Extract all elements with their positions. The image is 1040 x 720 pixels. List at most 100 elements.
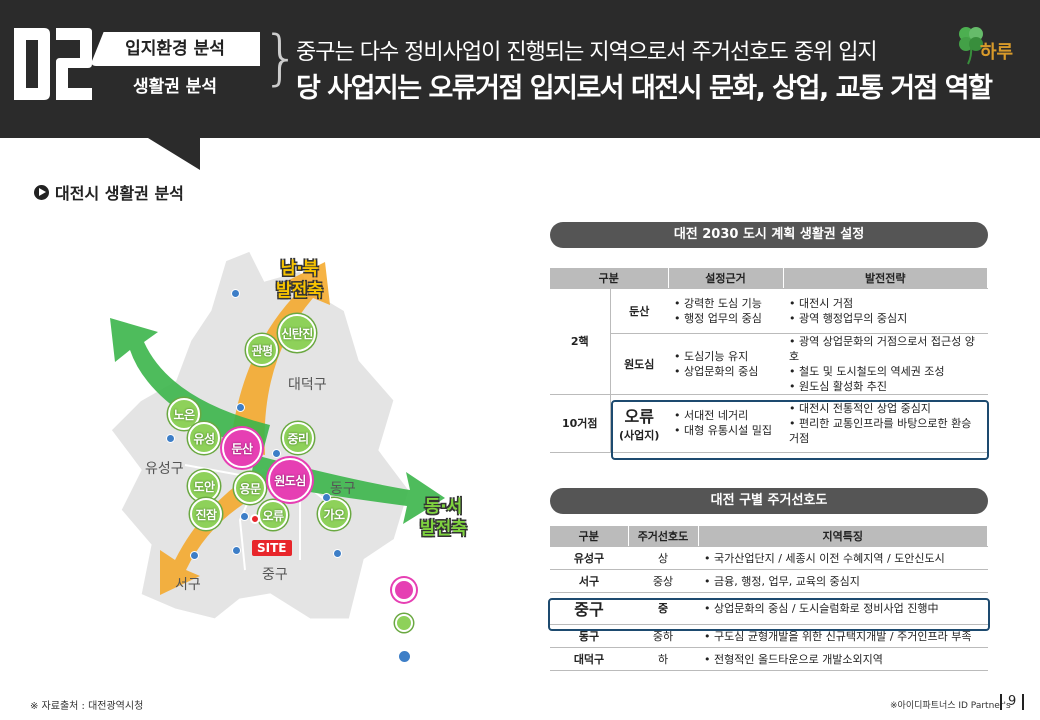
bullet-item: 철도 및 도시철도의 역세권 조성 — [789, 364, 982, 379]
table-header-row: 구분 주거선호도 지역특징 — [550, 526, 988, 547]
map-dot — [166, 434, 175, 443]
feature-cell: 상업문화의 중심 / 도시슬럼화로 정비사업 진행中 — [698, 592, 988, 625]
strategy-cell: 대전시 거점 광역 행정업무의 중심지 — [783, 288, 988, 334]
map-dot — [231, 289, 240, 298]
basis-cell: 도심기능 유지 상업문화의 중심 — [668, 333, 783, 395]
feature-cell: 국가산업단지 / 세종시 이전 수혜지역 / 도안신도시 — [698, 546, 988, 570]
bullet-item: 상업문화의 중심 — [674, 364, 777, 379]
logo-text: 하루 — [980, 42, 1014, 63]
map-outline — [108, 248, 445, 622]
district-label: 서구 — [175, 577, 201, 593]
district-label: 동구 — [330, 481, 356, 497]
col-header: 발전전략 — [783, 268, 988, 289]
node-sintanjin: 신탄진 — [278, 314, 316, 352]
table-row: 유성구 상 국가산업단지 / 세종시 이전 수혜지역 / 도안신도시 — [550, 546, 988, 570]
map-dot — [232, 546, 241, 555]
bullet-item: 강력한 도심 기능 — [674, 296, 777, 311]
pref-cell: 중 — [628, 592, 698, 625]
row-name: 오류 — [624, 407, 654, 426]
legend-green-circle — [395, 614, 413, 632]
col-header: 주거선호도 — [628, 526, 699, 547]
map-dot — [272, 449, 281, 458]
brace-divider: } — [262, 23, 301, 93]
col-header: 구분 — [550, 526, 629, 547]
headline-line-1: 중구는 다수 정비사업이 진행되는 지역으로서 주거선호도 중위 입지 — [296, 40, 878, 65]
bullet-item: 대전시 전통적인 상업 중심지 — [789, 401, 982, 416]
strategy-cell: 광역 상업문화의 거점으로서 접근성 양호 철도 및 도시철도의 역세권 조성 … — [783, 333, 988, 395]
site-label: SITE — [252, 540, 292, 556]
header-banner — [0, 0, 1040, 138]
table-row: 대덕구 하 전형적인 올드타운으로 개발소외지역 — [550, 647, 988, 671]
district-cell: 유성구 — [550, 546, 628, 570]
district-cell: 대덕구 — [550, 647, 628, 671]
strategy-cell: 대전시 전통적인 상업 중심지 편리한 교통인프라를 바탕으로한 환승거점 — [783, 394, 988, 453]
feature-cell: 전형적인 올드타운으로 개발소외지역 — [698, 647, 988, 671]
node-yongmun: 용문 — [234, 472, 266, 504]
headline-line-2: 당 사업지는 오류거점 입지로서 대전시 문화, 상업, 교통 거점 역할 — [296, 73, 993, 104]
bullet-item: 광역 행정업무의 중심지 — [789, 311, 982, 326]
bullet-item: 도심기능 유지 — [674, 349, 777, 364]
row-name-cell: 오류 (사업지) — [610, 394, 668, 453]
node-gao: 가오 — [318, 498, 350, 530]
row-name-sub: (사업지) — [619, 429, 660, 442]
bullet-item: 편리한 교통인프라를 바탕으로한 환승거점 — [789, 416, 982, 446]
section-title-text: 대전시 생활권 분석 — [55, 184, 184, 203]
node-yuseong: 유성 — [188, 422, 220, 454]
axis-ns-line-2: 발전축 — [276, 281, 323, 301]
pref-cell: 하 — [628, 647, 698, 671]
section-title: 대전시 생활권 분석 — [34, 180, 184, 204]
axis-ew-line-2: 발전축 — [420, 519, 467, 539]
district-label: 중구 — [262, 567, 288, 583]
bullet-item: 행정 업무의 중심 — [674, 311, 777, 326]
bullet-item: 대전시 거점 — [789, 296, 982, 311]
table-row: 서구 중상 금융, 행정, 업무, 교육의 중심지 — [550, 569, 988, 593]
table1-title: 대전 2030 도시 계획 생활권 설정 — [550, 222, 988, 248]
district-cell: 서구 — [550, 569, 628, 593]
map-dot — [333, 549, 342, 558]
node-gwanpyeong: 관평 — [246, 334, 278, 366]
col-header: 설정근거 — [668, 268, 784, 289]
row-name: 원도심 — [610, 333, 668, 395]
pref-cell: 상 — [628, 546, 698, 570]
site-marker — [250, 514, 260, 524]
axis-ns-line-1: 남·북 — [280, 259, 319, 279]
node-jungni: 중리 — [282, 422, 314, 454]
node-noeun: 노은 — [168, 398, 200, 430]
legend-blue-dot — [398, 650, 411, 663]
map-dot — [236, 403, 245, 412]
credit-note: ※아이디파트너스 ID Partner's — [890, 701, 1011, 711]
table-row: 원도심 도심기능 유지 상업문화의 중심 광역 상업문화의 거점으로서 접근성 … — [550, 333, 988, 395]
pref-cell: 중상 — [628, 569, 698, 593]
section-number-graphic — [14, 28, 92, 100]
node-oryu: 오류 — [258, 500, 288, 530]
bullet-item: 광역 상업문화의 거점으로서 접근성 양호 — [789, 334, 982, 364]
basis-cell: 서대전 네거리 대형 유통시설 밀집 — [668, 394, 783, 453]
page-number: 9 — [1000, 694, 1025, 710]
daejeon-map: 대덕구 유성구 동구 서구 중구 남·북 발전축 동·서 발전축 신탄진 관평 … — [0, 200, 540, 700]
group-cell: 2핵 — [550, 288, 611, 395]
clover-icon — [959, 27, 983, 65]
bullet-item: 대형 유통시설 밀집 — [674, 423, 777, 438]
map-dot — [240, 512, 249, 521]
row-name: 둔산 — [610, 288, 668, 334]
preference-table: 구분 주거선호도 지역특징 유성구 상 국가산업단지 / 세종시 이전 수혜지역… — [550, 526, 988, 671]
col-header: 구분 — [550, 268, 669, 289]
category-label: 입지환경 분석 — [90, 32, 260, 66]
header-pointer — [148, 138, 200, 170]
feature-cell: 금융, 행정, 업무, 교육의 중심지 — [698, 569, 988, 593]
axis-ns-label: 남·북 발전축 — [276, 258, 323, 302]
map-dot — [190, 551, 199, 560]
district-label: 유성구 — [145, 461, 184, 477]
table2-title: 대전 구별 주거선호도 — [550, 488, 988, 514]
group-cell: 10거점 — [550, 394, 611, 453]
table-row: 10거점 오류 (사업지) 서대전 네거리 대형 유통시설 밀집 대전시 전통적… — [550, 394, 988, 453]
highlight-box-oryu — [611, 400, 989, 460]
node-wondosim: 원도심 — [268, 458, 312, 502]
highlight-box-junggu — [548, 598, 990, 631]
play-bullet-icon — [34, 184, 49, 200]
map-dot — [322, 493, 331, 502]
source-note: ※ 자료출처 : 대전광역시청 — [30, 701, 144, 712]
node-dunsan: 둔산 — [222, 428, 262, 468]
col-header: 지역특징 — [698, 526, 988, 547]
district-cell: 중구 — [550, 592, 628, 625]
